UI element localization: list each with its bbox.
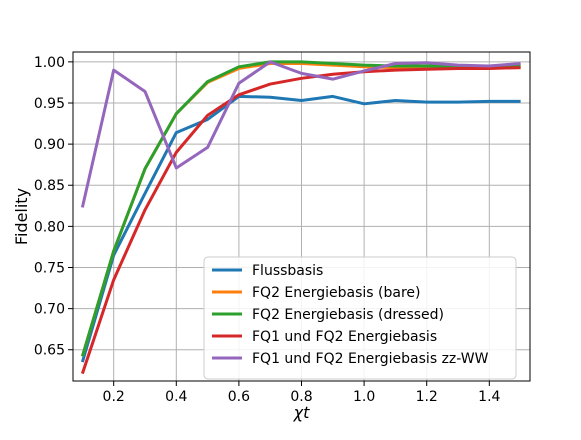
x-tick-label: 1.4 [478,389,500,405]
series-line-0 [80,94,521,363]
x-tick-label: 0.6 [228,389,250,405]
series-lines [80,60,521,375]
x-tick-label: 1.2 [416,389,438,405]
series-line-3 [80,66,521,375]
series-line-4 [80,60,521,208]
series-line-2 [80,60,521,357]
x-tick-label: 0.2 [103,389,125,405]
y-tick-label: 0.85 [34,178,65,194]
legend-label: FQ1 und FQ2 Energiebasis [252,329,437,345]
y-tick-label: 0.90 [34,137,65,153]
x-tick-label: 0.4 [165,389,187,405]
x-axis-label: χt [293,403,310,422]
x-tick-label: 0.8 [290,389,312,405]
legend-label: FQ1 und FQ2 Energiebasis zz-WW [252,351,489,367]
y-tick-label: 0.75 [34,260,65,276]
legend-box [203,256,517,380]
legend-label: FQ2 Energiebasis (dressed) [252,307,444,323]
x-tick-label: 1.0 [353,389,375,405]
axis-ticks: 0.2 0.4 0.6 0.8 1.0 1.2 1.4 0.65 0.70 0.75 0.80 0.8… [34,55,501,405]
legend: Flussbasis FQ2 Energiebasis (bare) FQ2 Ene… [203,256,517,380]
y-tick-label: 1.00 [34,55,65,71]
legend-label: FQ2 Energiebasis (bare) [252,285,421,301]
y-tick-label: 0.95 [34,96,65,112]
y-tick-label: 0.65 [34,343,65,359]
y-tick-label: 0.80 [34,219,65,235]
y-axis-label: Fidelity [12,188,31,245]
legend-label: Flussbasis [252,263,323,279]
y-tick-label: 0.70 [34,302,65,318]
